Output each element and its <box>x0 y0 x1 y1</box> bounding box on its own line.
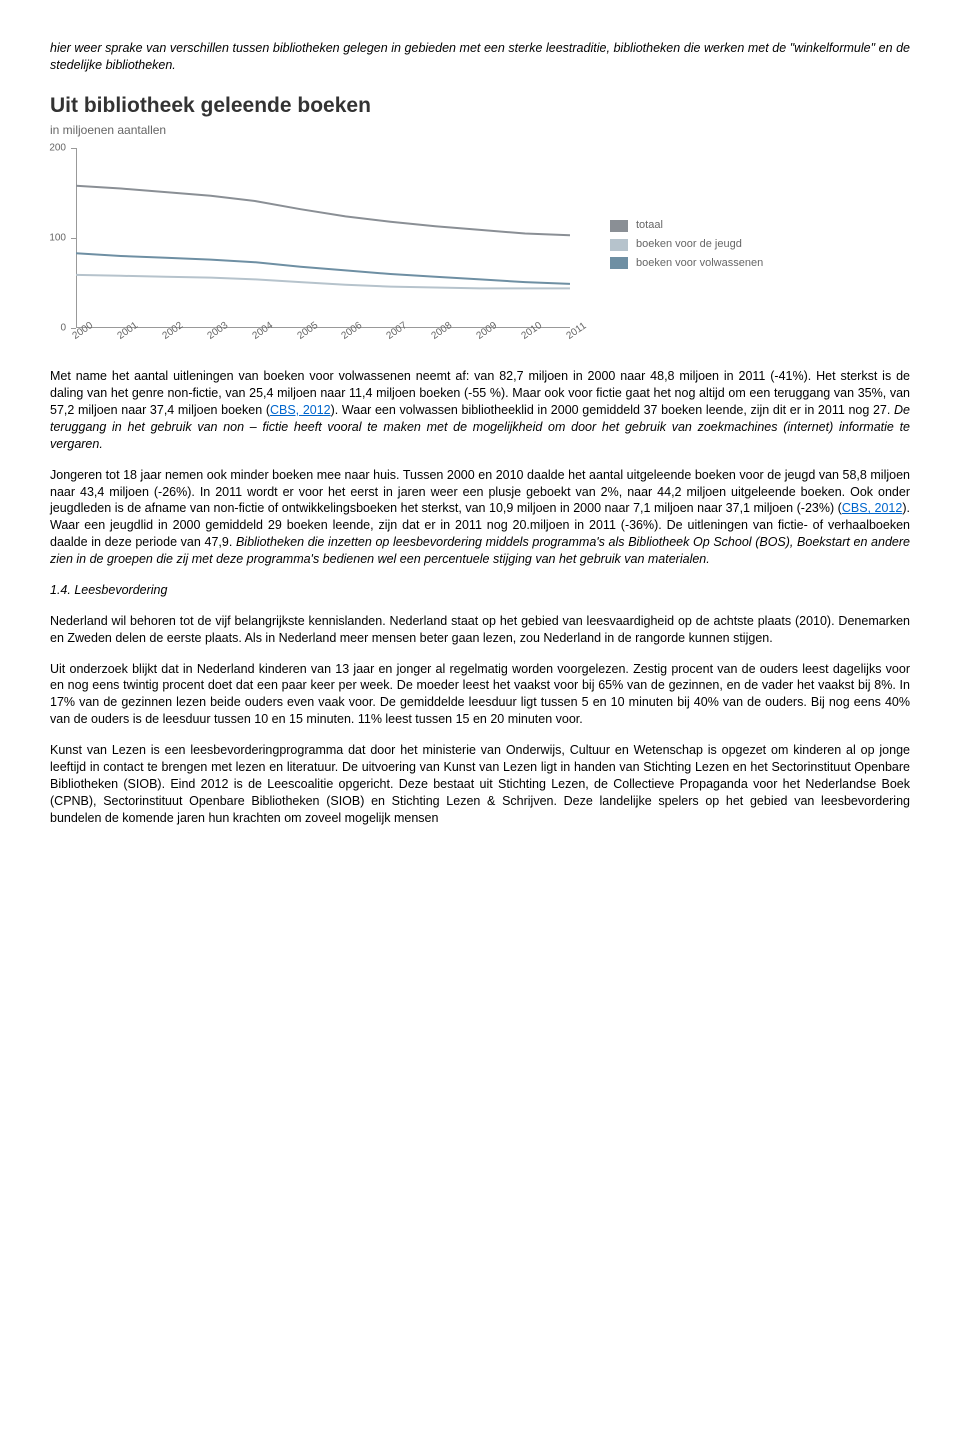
chart-legend: totaal boeken voor de jeugd boeken voor vo… <box>610 218 763 275</box>
paragraph-2: Met name het aantal uitleningen van boek… <box>50 368 910 452</box>
x-labels: 2000200120022003200420052006200720082009… <box>76 328 570 348</box>
legend-swatch <box>610 239 628 251</box>
y-tick-label: 100 <box>49 232 66 246</box>
chart-lines <box>76 148 570 328</box>
legend-item: boeken voor volwassenen <box>610 256 763 271</box>
chart-subtitle: in miljoenen aantallen <box>50 122 910 138</box>
legend-item: boeken voor de jeugd <box>610 237 763 252</box>
series-line <box>76 186 570 236</box>
intro-paragraph: hier weer sprake van verschillen tussen … <box>50 40 910 74</box>
cbs-link-2[interactable]: CBS, 2012 <box>842 501 903 515</box>
y-tick-label: 200 <box>49 142 66 156</box>
legend-label: boeken voor volwassenen <box>636 256 763 271</box>
legend-label: boeken voor de jeugd <box>636 237 742 252</box>
legend-swatch <box>610 257 628 269</box>
p3-text-a: Jongeren tot 18 jaar nemen ook minder bo… <box>50 468 910 516</box>
y-axis: 0100200 <box>50 148 77 328</box>
chart-region: Uit bibliotheek geleende boeken in miljo… <box>50 92 910 349</box>
legend-item: totaal <box>610 218 763 233</box>
cbs-link-1[interactable]: CBS, 2012 <box>270 403 331 417</box>
paragraph-4: Nederland wil behoren tot de vijf belang… <box>50 613 910 647</box>
section-heading: 1.4. Leesbevordering <box>50 582 910 599</box>
chart-plot: 0100200 20002001200220032004200520062007… <box>50 148 570 348</box>
paragraph-6: Kunst van Lezen is een leesbevorderingpr… <box>50 742 910 826</box>
plot-area <box>76 148 570 328</box>
y-tick-label: 0 <box>60 322 66 336</box>
series-line <box>76 275 570 289</box>
p2-text-b: ). Waar een volwassen bibliotheeklid in … <box>331 403 894 417</box>
legend-swatch <box>610 220 628 232</box>
paragraph-5: Uit onderzoek blijkt dat in Nederland ki… <box>50 661 910 729</box>
paragraph-3: Jongeren tot 18 jaar nemen ook minder bo… <box>50 467 910 568</box>
chart-title: Uit bibliotheek geleende boeken <box>50 92 910 120</box>
series-line <box>76 254 570 285</box>
legend-label: totaal <box>636 218 663 233</box>
